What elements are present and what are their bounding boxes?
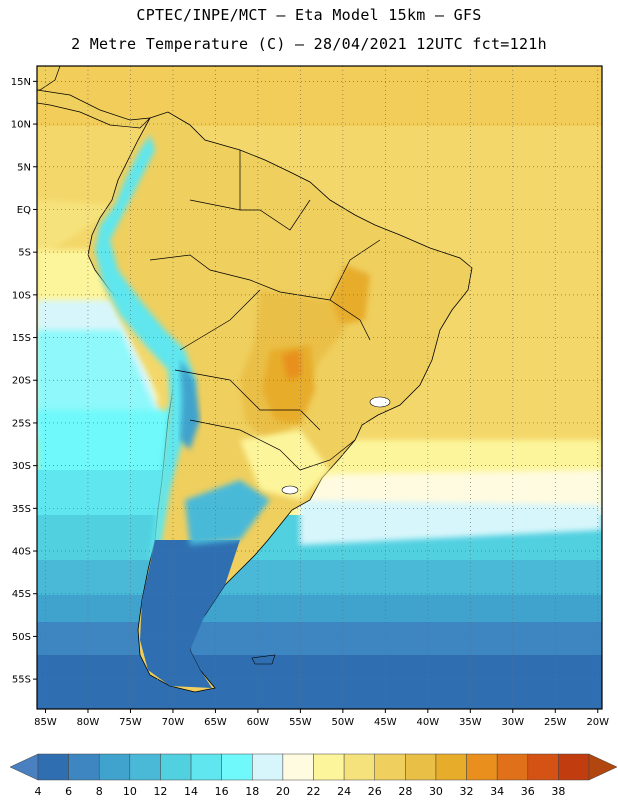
- lon-tick-label: 85W: [34, 717, 57, 728]
- colorbar-swatch: [313, 753, 345, 781]
- country-borders: [149, 150, 381, 471]
- lat-tick-label: 50S: [12, 632, 31, 643]
- southern-band-4: [37, 595, 602, 625]
- colorbar-label: 18: [245, 785, 259, 798]
- colorbar-label: 28: [398, 785, 412, 798]
- colorbar-labels: 4 6 8 10 12 14 16 18 20 22 24 26 28 30 32 34 36 38: [35, 785, 566, 798]
- lon-tick-label: 60W: [247, 717, 270, 728]
- map-frame: [36, 65, 603, 710]
- chart-title-line-2: 2 Metre Temperature (C) – 28/04/2021 12U…: [71, 35, 547, 53]
- lat-tick-label: 15S: [12, 333, 31, 344]
- lat-tick-label: 5S: [18, 248, 31, 259]
- lat-tick-label: EQ: [17, 205, 31, 216]
- pacific-equatorial-band: [37, 200, 120, 260]
- lon-tick-label: 20W: [586, 717, 609, 728]
- lon-tick-label: 50W: [332, 717, 355, 728]
- chart-title-line-1: CPTEC/INPE/MCT – Eta Model 15km – GFS: [136, 6, 482, 24]
- colorbar-label: 16: [215, 785, 229, 798]
- hottest-spot: [282, 350, 302, 380]
- lat-tick-label: 40S: [12, 547, 31, 558]
- colorbar-label: 30: [429, 785, 443, 798]
- lon-tick-label: 35W: [459, 717, 482, 728]
- lon-tick-label: 45W: [374, 717, 397, 728]
- southern-band-3: [37, 560, 602, 600]
- falkland-islands: [251, 654, 276, 665]
- lon-tick-label: 25W: [544, 717, 567, 728]
- central-america: [37, 89, 151, 129]
- colorbar-label: 34: [490, 785, 504, 798]
- lon-tick-label: 30W: [501, 717, 524, 728]
- lat-tick-label: 55S: [12, 675, 31, 686]
- colorbar-swatch: [252, 753, 284, 781]
- lat-tick-label: 20S: [12, 376, 31, 387]
- colorbar-label: 10: [123, 785, 137, 798]
- colorbar-swatch: [37, 753, 69, 781]
- colorbar-label: 22: [307, 785, 321, 798]
- longitude-axis: 85W 80W 75W 70W 65W 60W 55W 50W 45W 40W 35W 30W 25W 2…: [34, 709, 609, 728]
- colorbar: 4 6 8 10 12 14 16 18 20 22 24 26 28 30 32 34 36 38: [9, 753, 618, 798]
- colorbar-swatch: [374, 753, 406, 781]
- lat-tick-label: 25S: [12, 418, 31, 429]
- colorbar-label: 36: [521, 785, 535, 798]
- patagonia-north: [185, 480, 270, 545]
- lon-tick-label: 55W: [289, 717, 312, 728]
- colorbar-swatch: [68, 753, 100, 781]
- colorbar-swatch: [496, 753, 529, 781]
- colorbar-swatch: [282, 753, 314, 781]
- colorbar-max-arrow: [588, 753, 618, 781]
- colorbar-label: 26: [368, 785, 382, 798]
- colorbar-label: 24: [337, 785, 351, 798]
- temperature-map: 85W 80W 75W 70W 65W 60W 55W 50W 45W 40W 35W 30W 25W 2…: [11, 65, 609, 728]
- colorbar-label: 8: [96, 785, 103, 798]
- yucatan-fragment: [37, 66, 61, 91]
- colorbar-label: 32: [460, 785, 474, 798]
- colorbar-label: 4: [35, 785, 42, 798]
- colorbar-label: 38: [551, 785, 565, 798]
- latitude-axis: 15N 10N 5N EQ 5S 10S 15S 20S 25S 30S 35S 40S 45S 50S 5…: [11, 77, 37, 686]
- colorbar-label: 14: [184, 785, 198, 798]
- lon-tick-label: 80W: [77, 717, 100, 728]
- lat-tick-label: 45S: [12, 589, 31, 600]
- southern-band-pale: [300, 500, 602, 545]
- southern-band-6: [37, 655, 602, 709]
- lagoa-dos-patos: [281, 485, 299, 495]
- colorbar-swatch: [435, 753, 467, 781]
- hot-spot-pantanal: [262, 345, 315, 425]
- colorbar-min-arrow: [9, 753, 39, 781]
- lat-tick-label: 10N: [11, 120, 31, 131]
- colorbar-label: 6: [65, 785, 72, 798]
- altiplano-cold: [180, 360, 200, 450]
- colorbar-label: 12: [153, 785, 167, 798]
- colorbar-swatch: [160, 753, 192, 781]
- lon-tick-label: 65W: [204, 717, 227, 728]
- colorbar-swatch: [527, 753, 559, 781]
- colorbar-label: 20: [276, 785, 290, 798]
- lon-tick-label: 75W: [119, 717, 142, 728]
- lat-tick-label: 5N: [17, 162, 31, 173]
- pacific-cool-band-2: [37, 330, 160, 425]
- colorbar-swatch: [129, 753, 161, 781]
- lon-tick-label: 40W: [417, 717, 440, 728]
- temperature-field: [37, 66, 602, 709]
- patagonia-cold: [140, 540, 240, 688]
- colorbar-swatch: [98, 753, 131, 781]
- lat-tick-label: 15N: [11, 77, 31, 88]
- lat-tick-label: 10S: [12, 290, 31, 301]
- lat-tick-label: 30S: [12, 461, 31, 472]
- colorbar-swatch: [558, 753, 590, 781]
- caribbean-band: [37, 66, 602, 126]
- cold-spot-southeast: [369, 396, 391, 408]
- lat-tick-label: 35S: [12, 504, 31, 515]
- colorbar-swatch: [190, 753, 222, 781]
- andes-cool-strip: [95, 135, 195, 560]
- lon-tick-label: 70W: [162, 717, 185, 728]
- colorbar-swatch: [466, 753, 498, 781]
- colorbar-swatch: [343, 753, 375, 781]
- cooler-southern-plain: [240, 430, 330, 500]
- colorbar-swatches: [9, 753, 618, 781]
- colorbar-swatch: [221, 753, 253, 781]
- colorbar-swatch: [405, 753, 437, 781]
